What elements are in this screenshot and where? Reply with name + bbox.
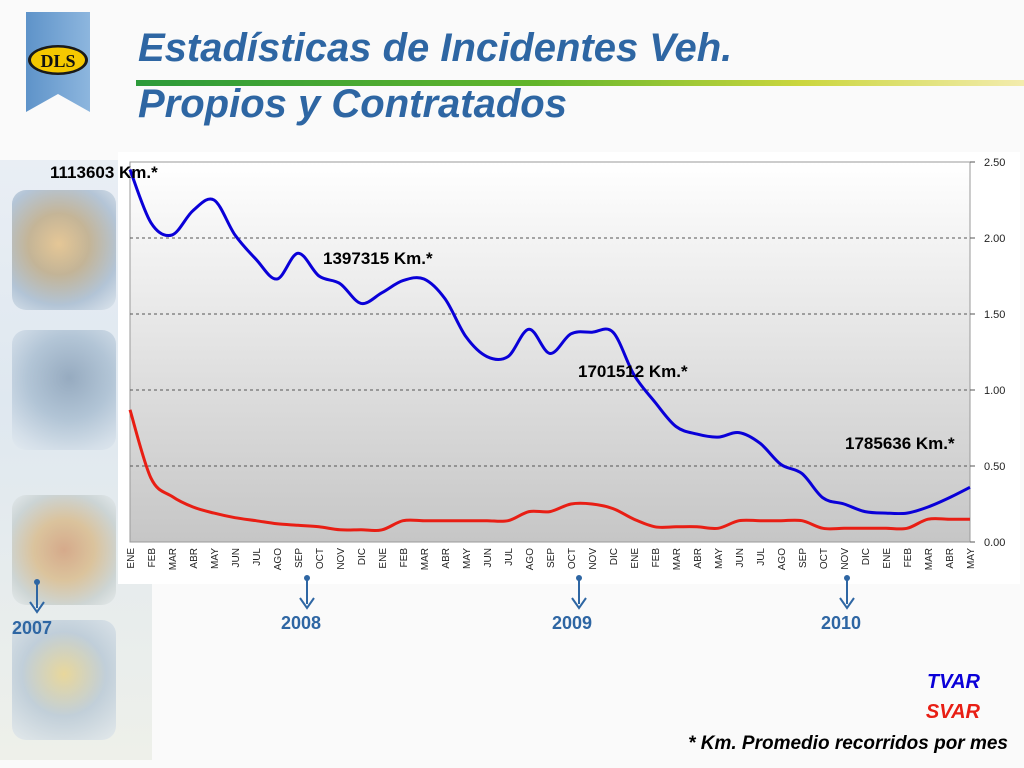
logo-text: DLS	[40, 51, 75, 71]
y-tick-label-4: 0.50	[984, 461, 1005, 473]
legend-svar: SVAR	[925, 701, 980, 723]
km-annotation-2010: 1785636 Km.*	[845, 434, 955, 453]
x-tick-label-20: SEP	[546, 548, 557, 568]
y-tick-label-5: 0.00	[984, 537, 1005, 549]
x-tick-label-11: DIC	[357, 548, 368, 565]
arrow-2007-icon	[29, 579, 45, 614]
x-tick-label-34: NOV	[840, 548, 851, 570]
y-tick-label-0: 2.50	[984, 157, 1005, 169]
x-tick-label-14: MAR	[420, 548, 431, 570]
x-tick-label-9: OCT	[315, 548, 326, 569]
x-tick-label-13: FEB	[399, 548, 410, 568]
x-tick-label-23: DIC	[609, 548, 620, 565]
side-photo-4	[12, 620, 116, 740]
x-tick-label-4: MAY	[210, 548, 221, 569]
x-tick-label-8: SEP	[294, 548, 305, 568]
series-line-svar	[128, 409, 970, 533]
legend-tvar: TVAR	[927, 671, 980, 693]
x-tick-label-12: ENE	[378, 548, 389, 569]
x-tick-label-29: JUN	[735, 548, 746, 567]
y-tick-label-2: 1.50	[984, 309, 1005, 321]
km-annotation-2008: 1397315 Km.*	[323, 249, 433, 268]
y-tick-label-3: 1.00	[984, 385, 1005, 397]
x-tick-label-7: AGO	[273, 548, 284, 570]
km-annotation-2009: 1701512 Km.*	[578, 362, 688, 381]
side-photo-2	[12, 330, 116, 450]
x-tick-label-39: ABR	[945, 548, 956, 569]
arrow-2008-icon	[299, 575, 315, 610]
x-tick-label-15: ABR	[441, 548, 452, 569]
year-label-2010: 2010	[821, 613, 862, 633]
year-label-2007: 2007	[12, 618, 53, 638]
dls-logo: DLS	[26, 12, 90, 112]
x-tick-label-24: ENE	[630, 548, 641, 569]
x-tick-label-6: JUL	[252, 548, 263, 566]
year-label-2008: 2008	[281, 613, 322, 633]
incident-rate-chart: 2.50 2.00 1.50 1.00 0.50 0.00 ENE FEB MAR ABR MAY…	[126, 157, 1005, 570]
arrow-2010-icon	[839, 575, 855, 610]
arrow-2009-icon	[571, 575, 587, 610]
x-tick-label-5: JUN	[231, 548, 242, 567]
x-tick-label-16: MAY	[462, 548, 473, 569]
title-line-2: Propios y Contratados	[138, 82, 567, 126]
x-tick-label-17: JUN	[483, 548, 494, 567]
x-tick-label-19: AGO	[525, 548, 536, 570]
chart-panel: 2.50 2.00 1.50 1.00 0.50 0.00 ENE FEB MAR ABR MAY…	[118, 152, 1020, 584]
x-tick-label-33: OCT	[819, 548, 830, 569]
side-photo-1	[12, 190, 116, 310]
x-tick-label-27: ABR	[693, 548, 704, 569]
x-tick-label-38: MAR	[924, 548, 935, 570]
x-tick-label-18: JUL	[504, 548, 515, 566]
km-annotation-2007: 1113603 Km.*	[50, 163, 158, 182]
x-tick-label-35: DIC	[861, 548, 872, 565]
footnote: * Km. Promedio recorridos por mes	[688, 733, 1008, 754]
x-tick-label-21: OCT	[567, 548, 578, 569]
x-tick-label-36: ENE	[882, 548, 893, 569]
x-tick-label-37: FEB	[903, 548, 914, 568]
x-tick-label-30: JUL	[756, 548, 767, 566]
title-line-1: Estadísticas de Incidentes Veh.	[138, 26, 733, 70]
x-tick-label-22: NOV	[588, 548, 599, 570]
x-tick-label-26: MAR	[672, 548, 683, 570]
x-tick-label-10: NOV	[336, 548, 347, 570]
x-tick-label-2: MAR	[168, 548, 179, 570]
y-tick-label-1: 2.00	[984, 233, 1005, 245]
x-tick-label-31: AGO	[777, 548, 788, 570]
side-photo-3	[12, 495, 116, 605]
x-tick-label-32: SEP	[798, 548, 809, 568]
x-tick-label-40: MAY	[966, 548, 977, 569]
x-tick-label-25: FEB	[651, 548, 662, 568]
year-label-2009: 2009	[552, 613, 593, 633]
x-tick-label-0: ENE	[126, 548, 137, 569]
x-tick-label-3: ABR	[189, 548, 200, 569]
x-tick-label-1: FEB	[147, 548, 158, 568]
title-divider	[136, 80, 1024, 86]
page-title: Estadísticas de Incidentes Veh. Propios …	[138, 20, 732, 132]
series-line-tvar	[128, 169, 971, 516]
x-tick-label-28: MAY	[714, 548, 725, 569]
